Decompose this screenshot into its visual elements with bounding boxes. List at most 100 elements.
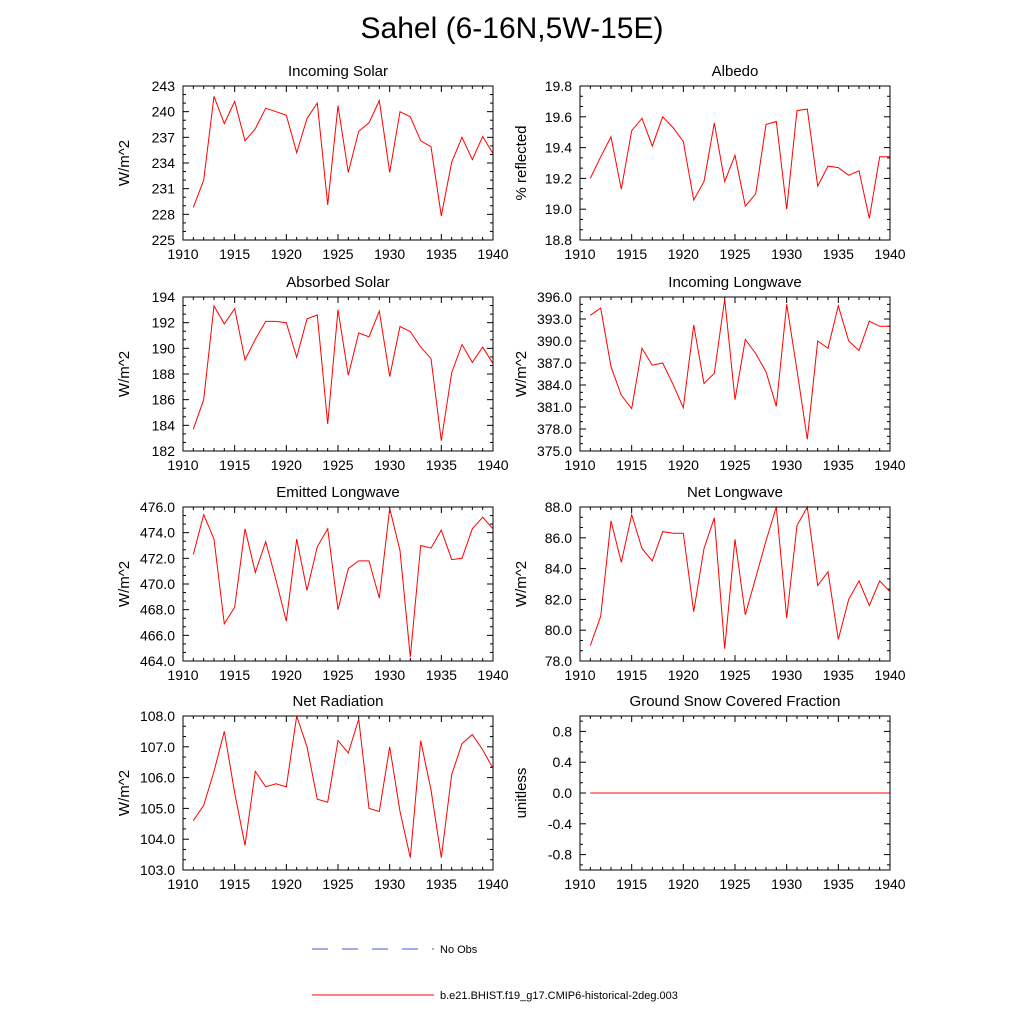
- x-tick-label: 1930: [771, 667, 802, 683]
- x-tick-label: 1940: [477, 876, 508, 892]
- panel-title: Absorbed Solar: [286, 274, 389, 291]
- y-axis-label: unitless: [513, 768, 530, 819]
- panel-albedo: Albedo % reflected 1910 1915 1920 1925 1930 193…: [513, 63, 906, 262]
- x-tick-label: 1930: [374, 246, 405, 262]
- x-tick-label: 1925: [322, 667, 353, 683]
- x-tick-label: 1925: [719, 876, 750, 892]
- plot-frame: [182, 296, 494, 452]
- x-tick-label: 1920: [271, 246, 302, 262]
- y-tick-label: 194: [152, 289, 176, 305]
- plot-frame: [182, 85, 494, 241]
- y-tick-label: 19.8: [545, 78, 572, 94]
- x-tick-label: 1920: [668, 246, 699, 262]
- x-tick-label: 1920: [271, 667, 302, 683]
- x-tick-label: 1925: [719, 246, 750, 262]
- y-axis-label: W/m^2: [513, 561, 530, 607]
- y-tick-label: 396.0: [537, 289, 572, 305]
- y-tick-label: 231: [152, 181, 176, 197]
- y-tick-label: 390.0: [537, 333, 572, 349]
- panel-title: Net Longwave: [687, 484, 783, 501]
- x-tick-label: 1910: [167, 667, 198, 683]
- x-tick-label: 1920: [271, 457, 302, 473]
- y-axis-label: % reflected: [513, 125, 530, 200]
- x-tick-label: 1910: [167, 457, 198, 473]
- y-tick-label: 474.0: [140, 525, 175, 541]
- panel-incoming-solar: Incoming Solar W/m^2 1910 1915 1920 1925 1930 1…: [116, 63, 509, 262]
- y-tick-label: 188: [152, 366, 176, 382]
- plot-frame: [579, 715, 891, 871]
- y-tick-label: 104.0: [140, 831, 175, 847]
- x-tick-label: 1940: [874, 246, 905, 262]
- y-tick-label: 182: [152, 443, 176, 459]
- y-tick-label: 19.4: [545, 140, 572, 156]
- legend-obs-label: No Obs: [440, 944, 478, 956]
- x-tick-label: 1910: [167, 876, 198, 892]
- y-tick-label: -0.8: [548, 847, 572, 863]
- x-tick-label: 1915: [616, 876, 647, 892]
- panel-title: Albedo: [712, 63, 759, 80]
- x-tick-label: 1925: [719, 457, 750, 473]
- x-tick-label: 1910: [564, 457, 595, 473]
- x-tick-label: 1925: [322, 457, 353, 473]
- x-tick-label: 1915: [219, 246, 250, 262]
- y-tick-label: 393.0: [537, 311, 572, 327]
- x-tick-label: 1910: [564, 246, 595, 262]
- y-tick-label: 375.0: [537, 443, 572, 459]
- y-tick-label: 470.0: [140, 576, 175, 592]
- y-tick-label: 19.6: [545, 109, 572, 125]
- x-tick-label: 1940: [477, 457, 508, 473]
- series-line-emitted-longwave: [192, 508, 494, 658]
- panel-title: Net Radiation: [293, 693, 384, 710]
- x-tick-label: 1915: [219, 667, 250, 683]
- panel-net-longwave: Net Longwave W/m^2 1910 1915 1920 1925 1930 193…: [513, 484, 906, 683]
- y-tick-label: 84.0: [545, 561, 572, 577]
- x-tick-label: 1935: [823, 457, 854, 473]
- y-tick-label: 240: [152, 104, 176, 120]
- x-tick-label: 1930: [374, 667, 405, 683]
- plot-frame: [182, 506, 494, 662]
- x-tick-label: 1910: [564, 876, 595, 892]
- panel-ground-snow-covered-fraction: Ground Snow Covered Fraction unitless 1910…: [513, 693, 906, 892]
- x-tick-label: 1920: [668, 876, 699, 892]
- y-tick-label: 19.0: [545, 201, 572, 217]
- x-tick-label: 1920: [271, 876, 302, 892]
- y-tick-label: 190: [152, 340, 176, 356]
- panel-title: Incoming Longwave: [668, 274, 801, 291]
- x-tick-label: 1915: [616, 457, 647, 473]
- plot-frame: [182, 715, 494, 871]
- x-tick-label: 1940: [874, 876, 905, 892]
- y-axis-label: W/m^2: [116, 140, 133, 186]
- x-tick-label: 1915: [219, 457, 250, 473]
- panel-title: Incoming Solar: [288, 63, 388, 80]
- x-tick-label: 1925: [322, 876, 353, 892]
- y-tick-label: 476.0: [140, 499, 175, 515]
- y-tick-label: 472.0: [140, 550, 175, 566]
- y-tick-label: 108.0: [140, 708, 175, 724]
- x-tick-label: 1930: [374, 876, 405, 892]
- y-axis-label: W/m^2: [116, 561, 133, 607]
- y-tick-label: 468.0: [140, 602, 175, 618]
- x-tick-label: 1915: [616, 246, 647, 262]
- x-tick-label: 1915: [616, 667, 647, 683]
- x-tick-label: 1930: [771, 246, 802, 262]
- y-tick-label: 225: [152, 232, 176, 248]
- y-tick-label: 80.0: [545, 622, 572, 638]
- y-tick-label: 464.0: [140, 653, 175, 669]
- y-tick-label: 192: [152, 315, 176, 331]
- y-tick-label: 466.0: [140, 627, 175, 643]
- y-axis-label: W/m^2: [116, 351, 133, 397]
- series-line-incoming-longwave: [590, 299, 890, 440]
- panel-incoming-longwave: Incoming Longwave W/m^2 1910 1915 1920 1925 19…: [513, 274, 906, 473]
- y-tick-label: 378.0: [537, 421, 572, 437]
- y-tick-label: 103.0: [140, 862, 175, 878]
- x-tick-label: 1940: [477, 246, 508, 262]
- y-tick-label: 0.4: [553, 754, 573, 770]
- x-tick-label: 1935: [823, 246, 854, 262]
- figure-title: Sahel (6-16N,5W-15E): [360, 12, 664, 45]
- y-tick-label: 184: [152, 417, 176, 433]
- x-tick-label: 1930: [771, 876, 802, 892]
- y-tick-label: 243: [152, 78, 176, 94]
- series-line-incoming-solar: [192, 96, 494, 217]
- x-tick-label: 1935: [823, 667, 854, 683]
- y-tick-label: 86.0: [545, 530, 572, 546]
